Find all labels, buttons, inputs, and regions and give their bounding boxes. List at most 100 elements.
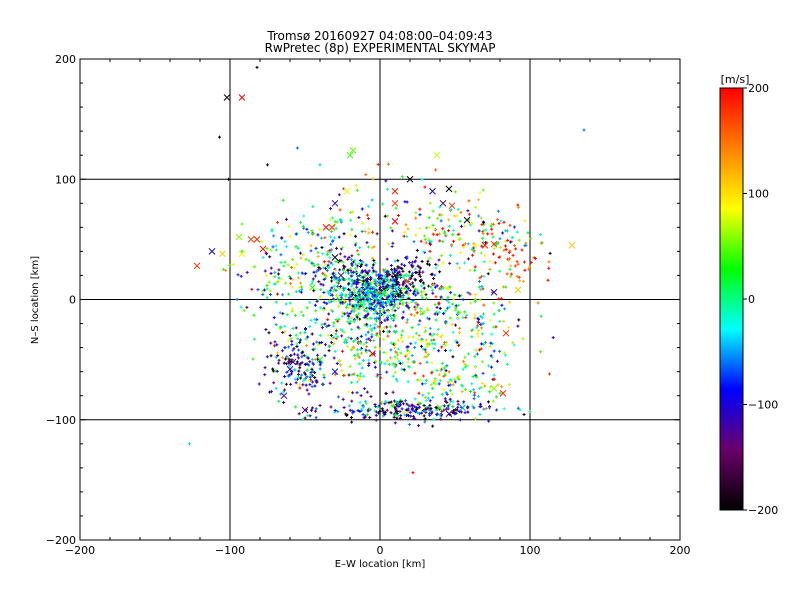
data-point — [371, 177, 375, 181]
data-point — [338, 286, 342, 290]
data-point — [463, 261, 467, 265]
data-point — [320, 341, 324, 345]
data-point — [416, 378, 420, 382]
data-point — [424, 395, 428, 399]
data-point — [454, 339, 458, 343]
data-point — [429, 383, 433, 387]
data-point — [447, 383, 451, 387]
data-point — [341, 397, 345, 401]
data-point — [390, 279, 394, 283]
data-point — [474, 374, 478, 378]
data-point — [430, 371, 434, 375]
data-point — [403, 286, 407, 290]
data-point — [303, 377, 307, 381]
data-point — [222, 267, 226, 271]
data-point — [456, 310, 460, 314]
data-point — [396, 302, 400, 306]
data-point — [301, 224, 305, 228]
data-point — [378, 312, 382, 316]
data-point — [318, 363, 322, 367]
data-point — [300, 355, 304, 359]
data-point — [367, 363, 371, 367]
data-point — [392, 316, 396, 320]
data-point — [298, 366, 302, 370]
data-point — [330, 300, 334, 304]
data-point — [479, 347, 483, 351]
data-point — [411, 264, 415, 268]
data-point — [393, 421, 397, 425]
data-point — [482, 342, 486, 346]
data-point — [334, 332, 338, 336]
data-point — [442, 374, 446, 378]
data-point — [428, 403, 432, 407]
data-point — [335, 362, 339, 366]
data-point — [371, 256, 375, 260]
data-point — [311, 369, 315, 373]
data-point — [303, 362, 307, 366]
data-point — [301, 253, 305, 257]
data-point — [334, 246, 338, 250]
data-point — [365, 317, 369, 321]
data-point — [387, 286, 391, 290]
data-point — [240, 249, 244, 253]
data-point — [313, 317, 317, 321]
data-point — [520, 248, 524, 252]
data-point — [285, 245, 289, 249]
data-point — [303, 328, 307, 332]
data-point — [480, 244, 484, 248]
data-point — [511, 341, 515, 345]
data-point — [407, 365, 411, 369]
data-point — [388, 273, 392, 277]
data-point — [409, 342, 413, 346]
data-point — [431, 291, 435, 295]
data-point — [367, 273, 371, 277]
data-point — [375, 333, 379, 337]
data-point — [370, 280, 374, 284]
data-point — [364, 348, 368, 352]
data-point — [387, 401, 391, 405]
data-point — [319, 282, 323, 286]
data-point — [439, 295, 443, 299]
data-point — [444, 319, 448, 323]
data-point — [340, 276, 344, 280]
data-point — [422, 374, 426, 378]
cross-marker — [391, 187, 399, 195]
data-point — [497, 308, 501, 312]
cross-marker — [429, 187, 436, 195]
data-point — [406, 407, 410, 411]
data-point — [387, 280, 391, 284]
cross-marker — [253, 236, 261, 243]
data-point — [284, 357, 288, 361]
data-point — [361, 413, 365, 417]
data-point — [269, 390, 273, 394]
data-point — [365, 322, 369, 326]
data-point — [288, 274, 292, 278]
data-point — [307, 379, 311, 383]
data-point — [402, 274, 406, 278]
data-point — [479, 288, 483, 292]
data-point — [263, 269, 267, 273]
data-point — [265, 296, 269, 300]
data-point — [521, 337, 525, 341]
data-point — [373, 322, 377, 326]
data-point — [294, 381, 298, 385]
data-point — [420, 284, 424, 288]
data-point — [461, 367, 465, 371]
data-point — [413, 308, 417, 312]
data-point — [323, 273, 327, 277]
data-point — [330, 262, 334, 266]
data-point — [441, 286, 445, 290]
data-point — [462, 224, 466, 228]
data-point — [407, 306, 411, 310]
cross-marker — [448, 202, 456, 210]
data-point — [349, 258, 353, 262]
data-point — [437, 232, 441, 236]
data-point — [461, 298, 465, 302]
data-point — [452, 377, 456, 381]
data-point — [271, 367, 275, 371]
data-point — [298, 362, 302, 366]
data-point — [382, 305, 386, 309]
data-point — [332, 324, 336, 328]
data-point — [506, 238, 510, 242]
data-point — [378, 295, 382, 299]
